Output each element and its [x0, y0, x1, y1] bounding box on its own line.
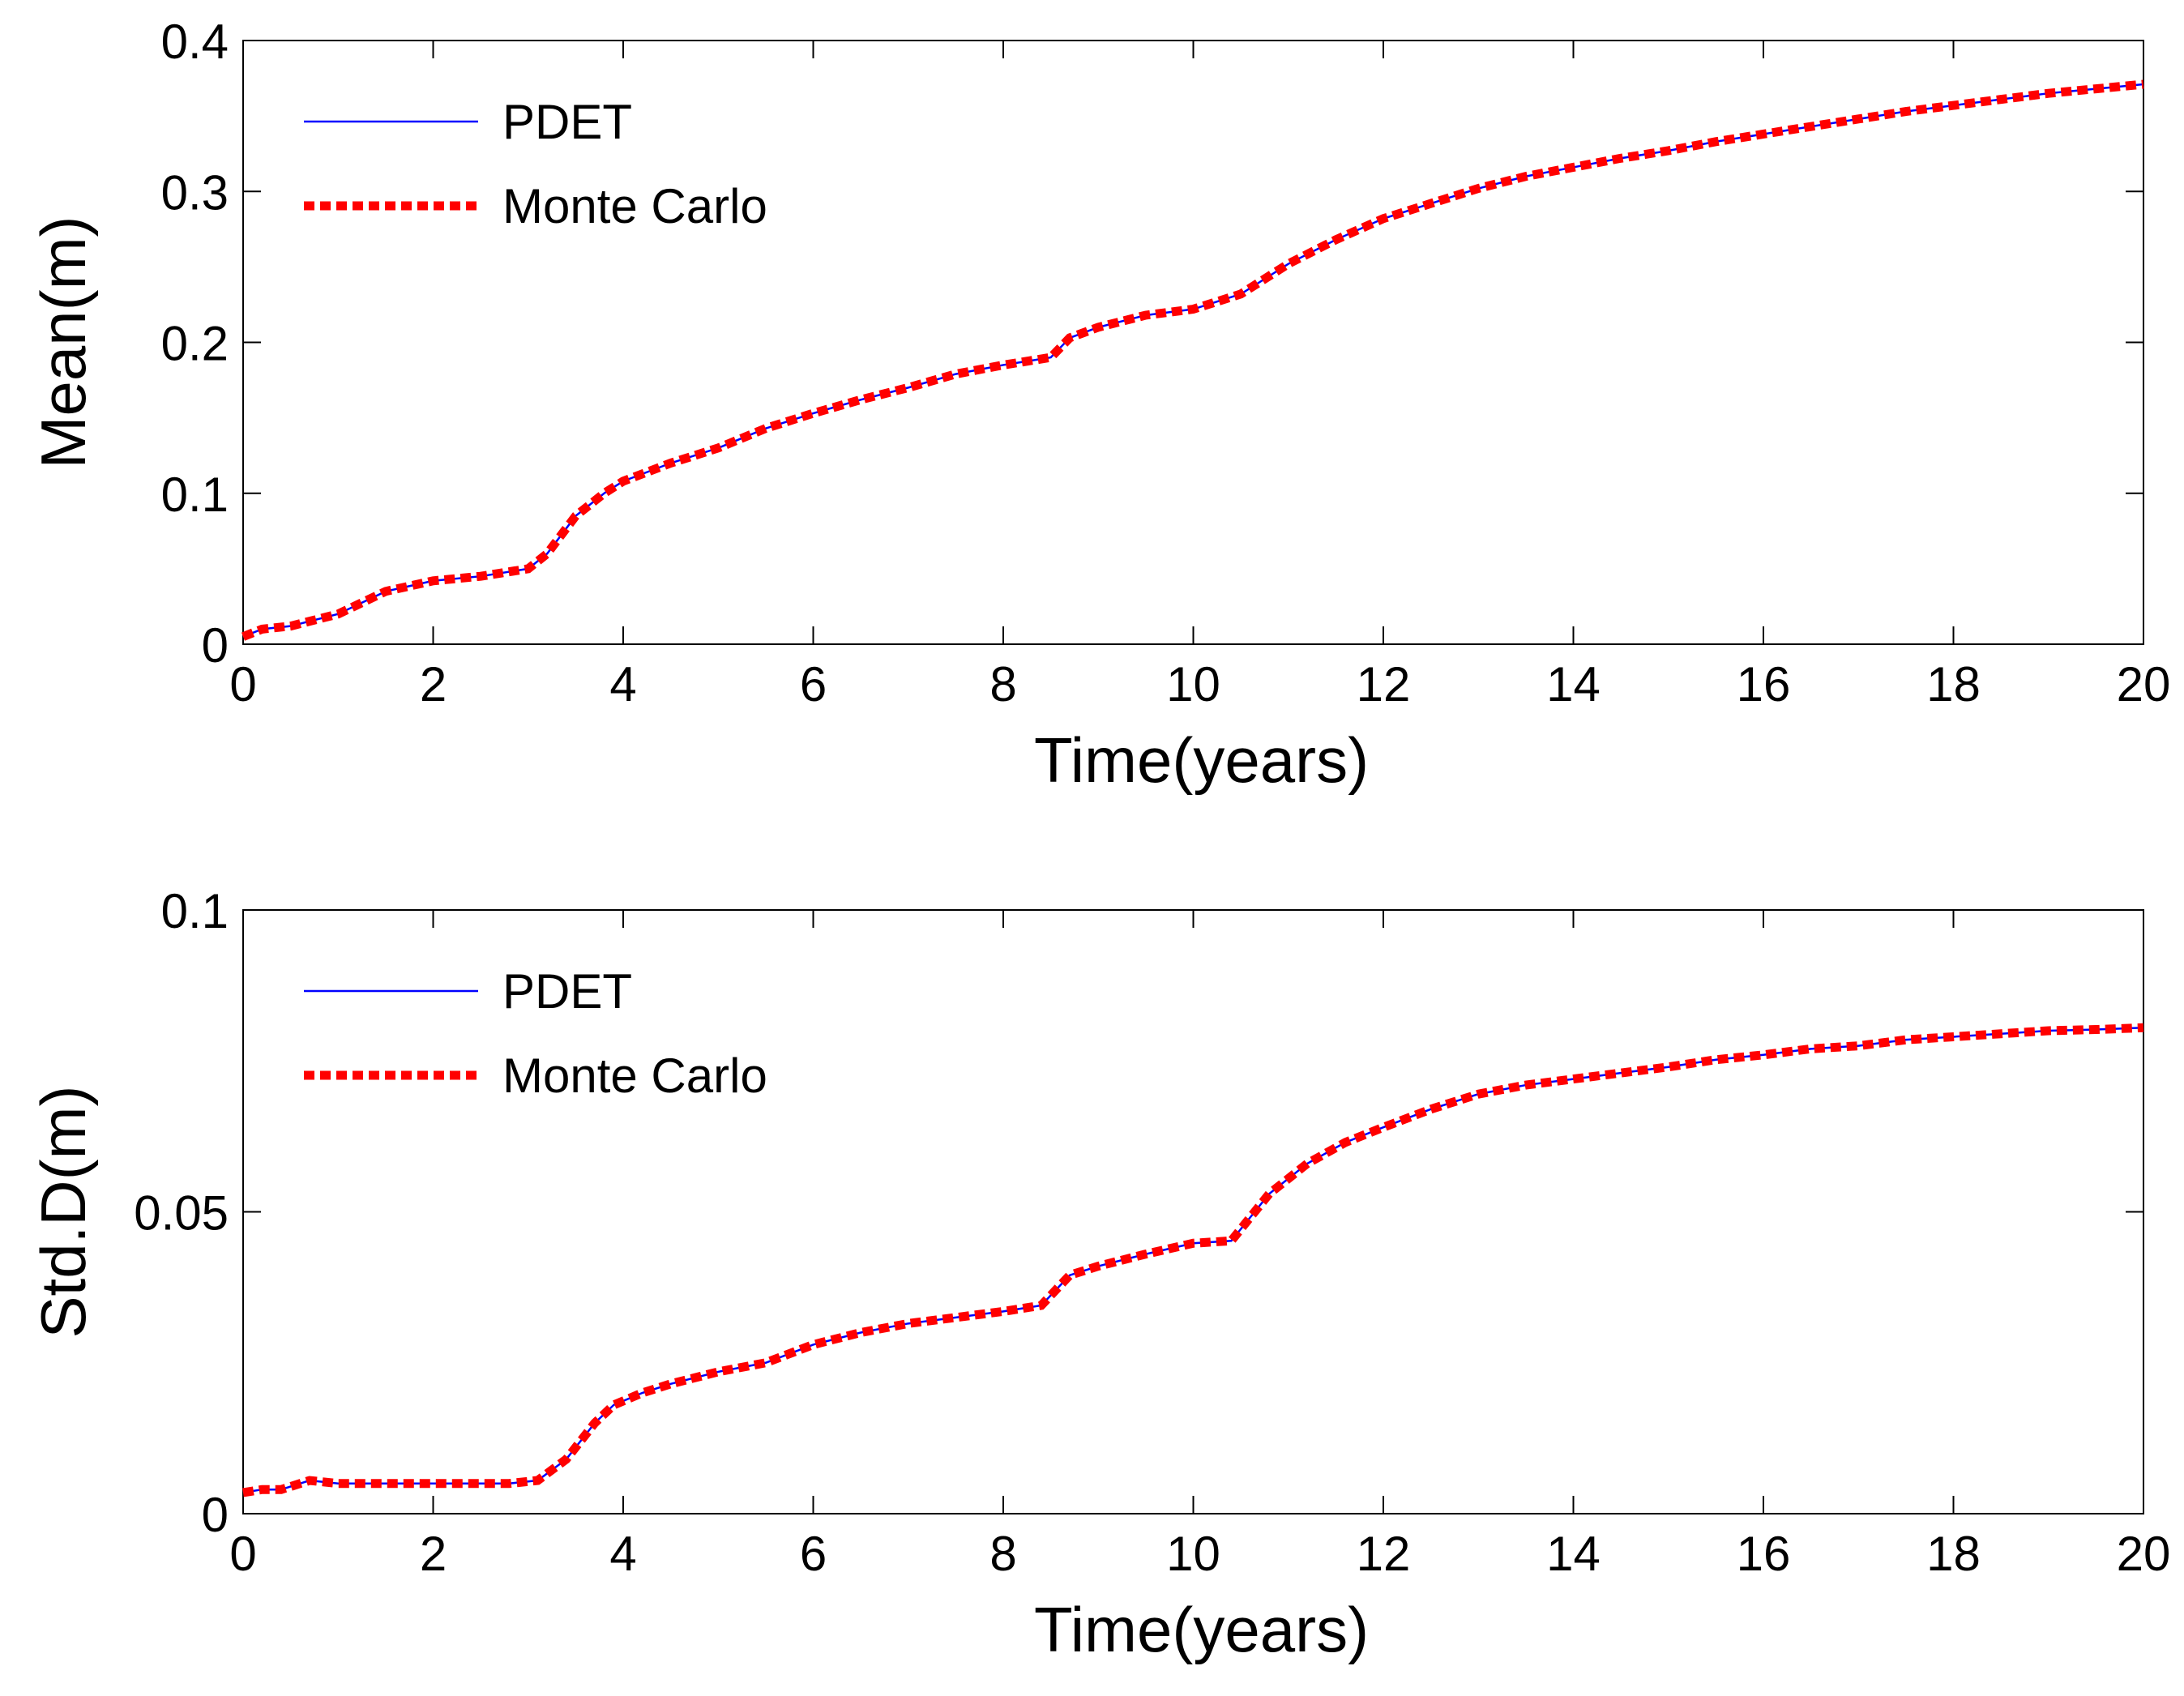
std-xtick-label: 20	[2117, 1527, 2171, 1581]
mean-legend-label-monte-carlo: Monte Carlo	[502, 179, 767, 233]
std-legend-label-monte-carlo: Monte Carlo	[502, 1049, 767, 1103]
std-panel: 0 2 4 6 8 10 12 14 16 18 20 0 0.05 0.1 Time(years) Std.…	[28, 884, 2170, 1665]
std-xtick-label: 10	[1166, 1527, 1220, 1581]
std-ytick-label: 0.05	[134, 1186, 229, 1241]
mean-xtick-label: 12	[1357, 657, 1411, 711]
std-legend-label-pdet: PDET	[502, 964, 632, 1019]
std-ytick-label: 0	[202, 1488, 229, 1542]
std-xtick-label: 18	[1926, 1527, 1981, 1581]
mean-xtick-label: 0	[229, 657, 256, 711]
std-xtick-label: 14	[1546, 1527, 1601, 1581]
std-xtick-label: 6	[800, 1527, 827, 1581]
mean-ytick-label: 0	[202, 618, 229, 673]
std-xtick-label: 8	[989, 1527, 1016, 1581]
mean-legend-label-pdet: PDET	[502, 95, 632, 149]
mean-panel: 0 2 4 6 8 10 12 14 16 18 20 0 0.1 0.2 0.3 0.4 Time(years…	[28, 15, 2170, 796]
mean-xtick-label: 8	[989, 657, 1016, 711]
mean-series-monte-carlo-line	[241, 79, 2144, 641]
mean-xtick-label: 14	[1546, 657, 1601, 711]
mean-ytick-label: 0.2	[161, 317, 229, 371]
std-xtick-label: 2	[420, 1527, 447, 1581]
std-series-monte-carlo-line	[242, 1023, 2144, 1497]
mean-ytick-label: 0.1	[161, 468, 229, 522]
mean-xtick-label: 6	[800, 657, 827, 711]
mean-xtick-label: 10	[1166, 657, 1220, 711]
std-y-axis-label: Std.D(m)	[28, 1086, 99, 1339]
mean-xtick-label: 4	[609, 657, 636, 711]
mean-ytick-label: 0.4	[161, 15, 229, 69]
std-x-axis-label: Time(years)	[1034, 1594, 1369, 1665]
mean-series-pdet-line	[242, 83, 2144, 638]
std-xtick-label: 12	[1357, 1527, 1411, 1581]
mean-xtick-label: 18	[1926, 657, 1981, 711]
mean-x-axis-label: Time(years)	[1034, 724, 1369, 796]
mean-xtick-label: 20	[2117, 657, 2171, 711]
mean-xtick-label: 2	[420, 657, 447, 711]
std-xtick-label: 4	[609, 1527, 636, 1581]
std-xtick-label: 16	[1737, 1527, 1791, 1581]
mean-ytick-label: 0.3	[161, 165, 229, 220]
std-xtick-label: 0	[229, 1527, 256, 1581]
std-ytick-label: 0.1	[161, 884, 229, 938]
mean-xtick-label: 16	[1737, 657, 1791, 711]
mean-y-axis-label: Mean(m)	[28, 216, 99, 468]
